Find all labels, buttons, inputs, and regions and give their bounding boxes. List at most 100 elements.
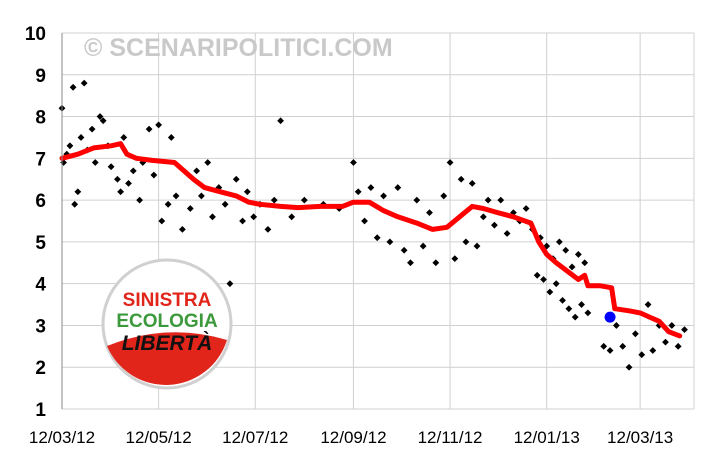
poll-point: [167, 134, 175, 141]
y-tick-label: 3: [35, 316, 46, 337]
poll-point: [600, 342, 608, 350]
poll-point: [178, 225, 186, 233]
poll-point: [584, 309, 592, 317]
poll-point: [581, 259, 589, 267]
y-tick-label: 10: [25, 24, 46, 45]
poll-point: [473, 242, 481, 250]
poll-point: [114, 175, 121, 183]
poll-point: [129, 167, 137, 175]
logo-red-band: [107, 332, 227, 385]
poll-point: [150, 171, 158, 179]
x-axis-ticks: 12/03/12 12/05/12 12/07/12 12/09/12 12/11/12…: [29, 428, 673, 447]
y-tick-label: 2: [35, 358, 46, 379]
x-tick-label: 12/09/12: [320, 428, 386, 447]
poll-point: [555, 238, 563, 246]
highlight-markers: [604, 311, 616, 323]
poll-point: [568, 263, 576, 271]
poll-point: [145, 125, 153, 133]
x-tick-label: 12/05/12: [126, 428, 192, 447]
poll-point: [510, 209, 517, 217]
poll-point: [565, 305, 573, 313]
poll-point: [468, 180, 476, 187]
poll-point: [367, 184, 375, 191]
poll-point: [574, 251, 582, 258]
poll-point: [503, 230, 511, 237]
poll-point: [540, 276, 547, 283]
logo-line-1: SINISTRA: [123, 290, 212, 311]
trend-line: [59, 141, 683, 339]
poll-point: [71, 200, 79, 208]
poll-point: [155, 121, 163, 129]
x-tick-label: 12/11/12: [418, 428, 483, 447]
poll-point: [484, 196, 492, 204]
poll-point: [522, 205, 530, 212]
poll-point: [204, 159, 212, 166]
poll-point: [300, 196, 308, 204]
logo-line-3: LIBERTÀ: [122, 332, 213, 355]
y-tick-label: 5: [35, 233, 46, 254]
poll-point: [638, 351, 646, 359]
x-tick-label: 12/03/13: [607, 428, 673, 447]
y-axis-ticks: 1 2 3 4 5 6 7 8 9 10: [25, 24, 47, 421]
poll-point: [288, 213, 296, 221]
poll-point: [96, 113, 104, 120]
poll-point: [446, 159, 454, 166]
poll-point: [619, 342, 627, 350]
poll-point: [407, 259, 414, 267]
poll-point: [462, 238, 470, 246]
poll-point: [440, 192, 448, 200]
poll-point: [350, 159, 357, 166]
trend-line-group: [59, 141, 683, 339]
poll-point: [88, 125, 96, 133]
poll-point: [354, 188, 362, 196]
poll-point: [432, 259, 440, 267]
y-tick-label: 1: [35, 400, 46, 421]
poll-point: [649, 347, 657, 354]
poll-point: [136, 196, 144, 204]
poll-point: [117, 188, 125, 196]
poll-point: [239, 217, 246, 225]
poll-point: [546, 288, 554, 296]
logo-line-2: ECOLOGIA: [116, 311, 218, 332]
party-logo: SINISTRA ECOLOGIA LIBERTÀ: [101, 258, 233, 390]
poll-point: [400, 246, 408, 254]
highlight-point: [604, 311, 616, 323]
x-tick-label: 12/01/13: [514, 428, 580, 447]
poll-point: [451, 255, 459, 262]
poll-point: [63, 150, 71, 158]
poll-point: [457, 175, 465, 183]
poll-point: [158, 217, 166, 225]
poll-point: [386, 238, 394, 246]
poll-point: [164, 200, 172, 208]
poll-point: [277, 117, 284, 125]
poll-point: [66, 142, 74, 150]
poll-point: [232, 175, 240, 183]
poll-point: [69, 83, 77, 91]
poll-point: [215, 184, 223, 191]
poll-point: [394, 184, 402, 191]
poll-point: [631, 330, 639, 338]
poll-point: [552, 280, 560, 288]
poll-point: [221, 200, 229, 208]
poll-point: [571, 313, 579, 321]
poll-point: [606, 347, 614, 354]
poll-point: [197, 192, 205, 200]
poll-point: [662, 338, 669, 346]
poll-point: [264, 225, 272, 233]
poll-point: [107, 163, 115, 171]
poll-point: [74, 188, 82, 196]
poll-point: [479, 213, 487, 221]
poll-point: [413, 196, 421, 204]
poll-point: [80, 79, 88, 87]
poll-point: [562, 246, 570, 254]
poll-point: [91, 159, 99, 166]
poll-point: [578, 301, 585, 308]
poll-point: [120, 134, 128, 141]
poll-point: [209, 213, 216, 221]
x-tick-label: 12/03/12: [29, 428, 95, 447]
y-tick-label: 9: [35, 66, 46, 87]
watermark: © SCENARIPOLITICI.COM: [84, 34, 393, 62]
poll-point: [625, 363, 633, 371]
poll-point: [125, 180, 132, 187]
